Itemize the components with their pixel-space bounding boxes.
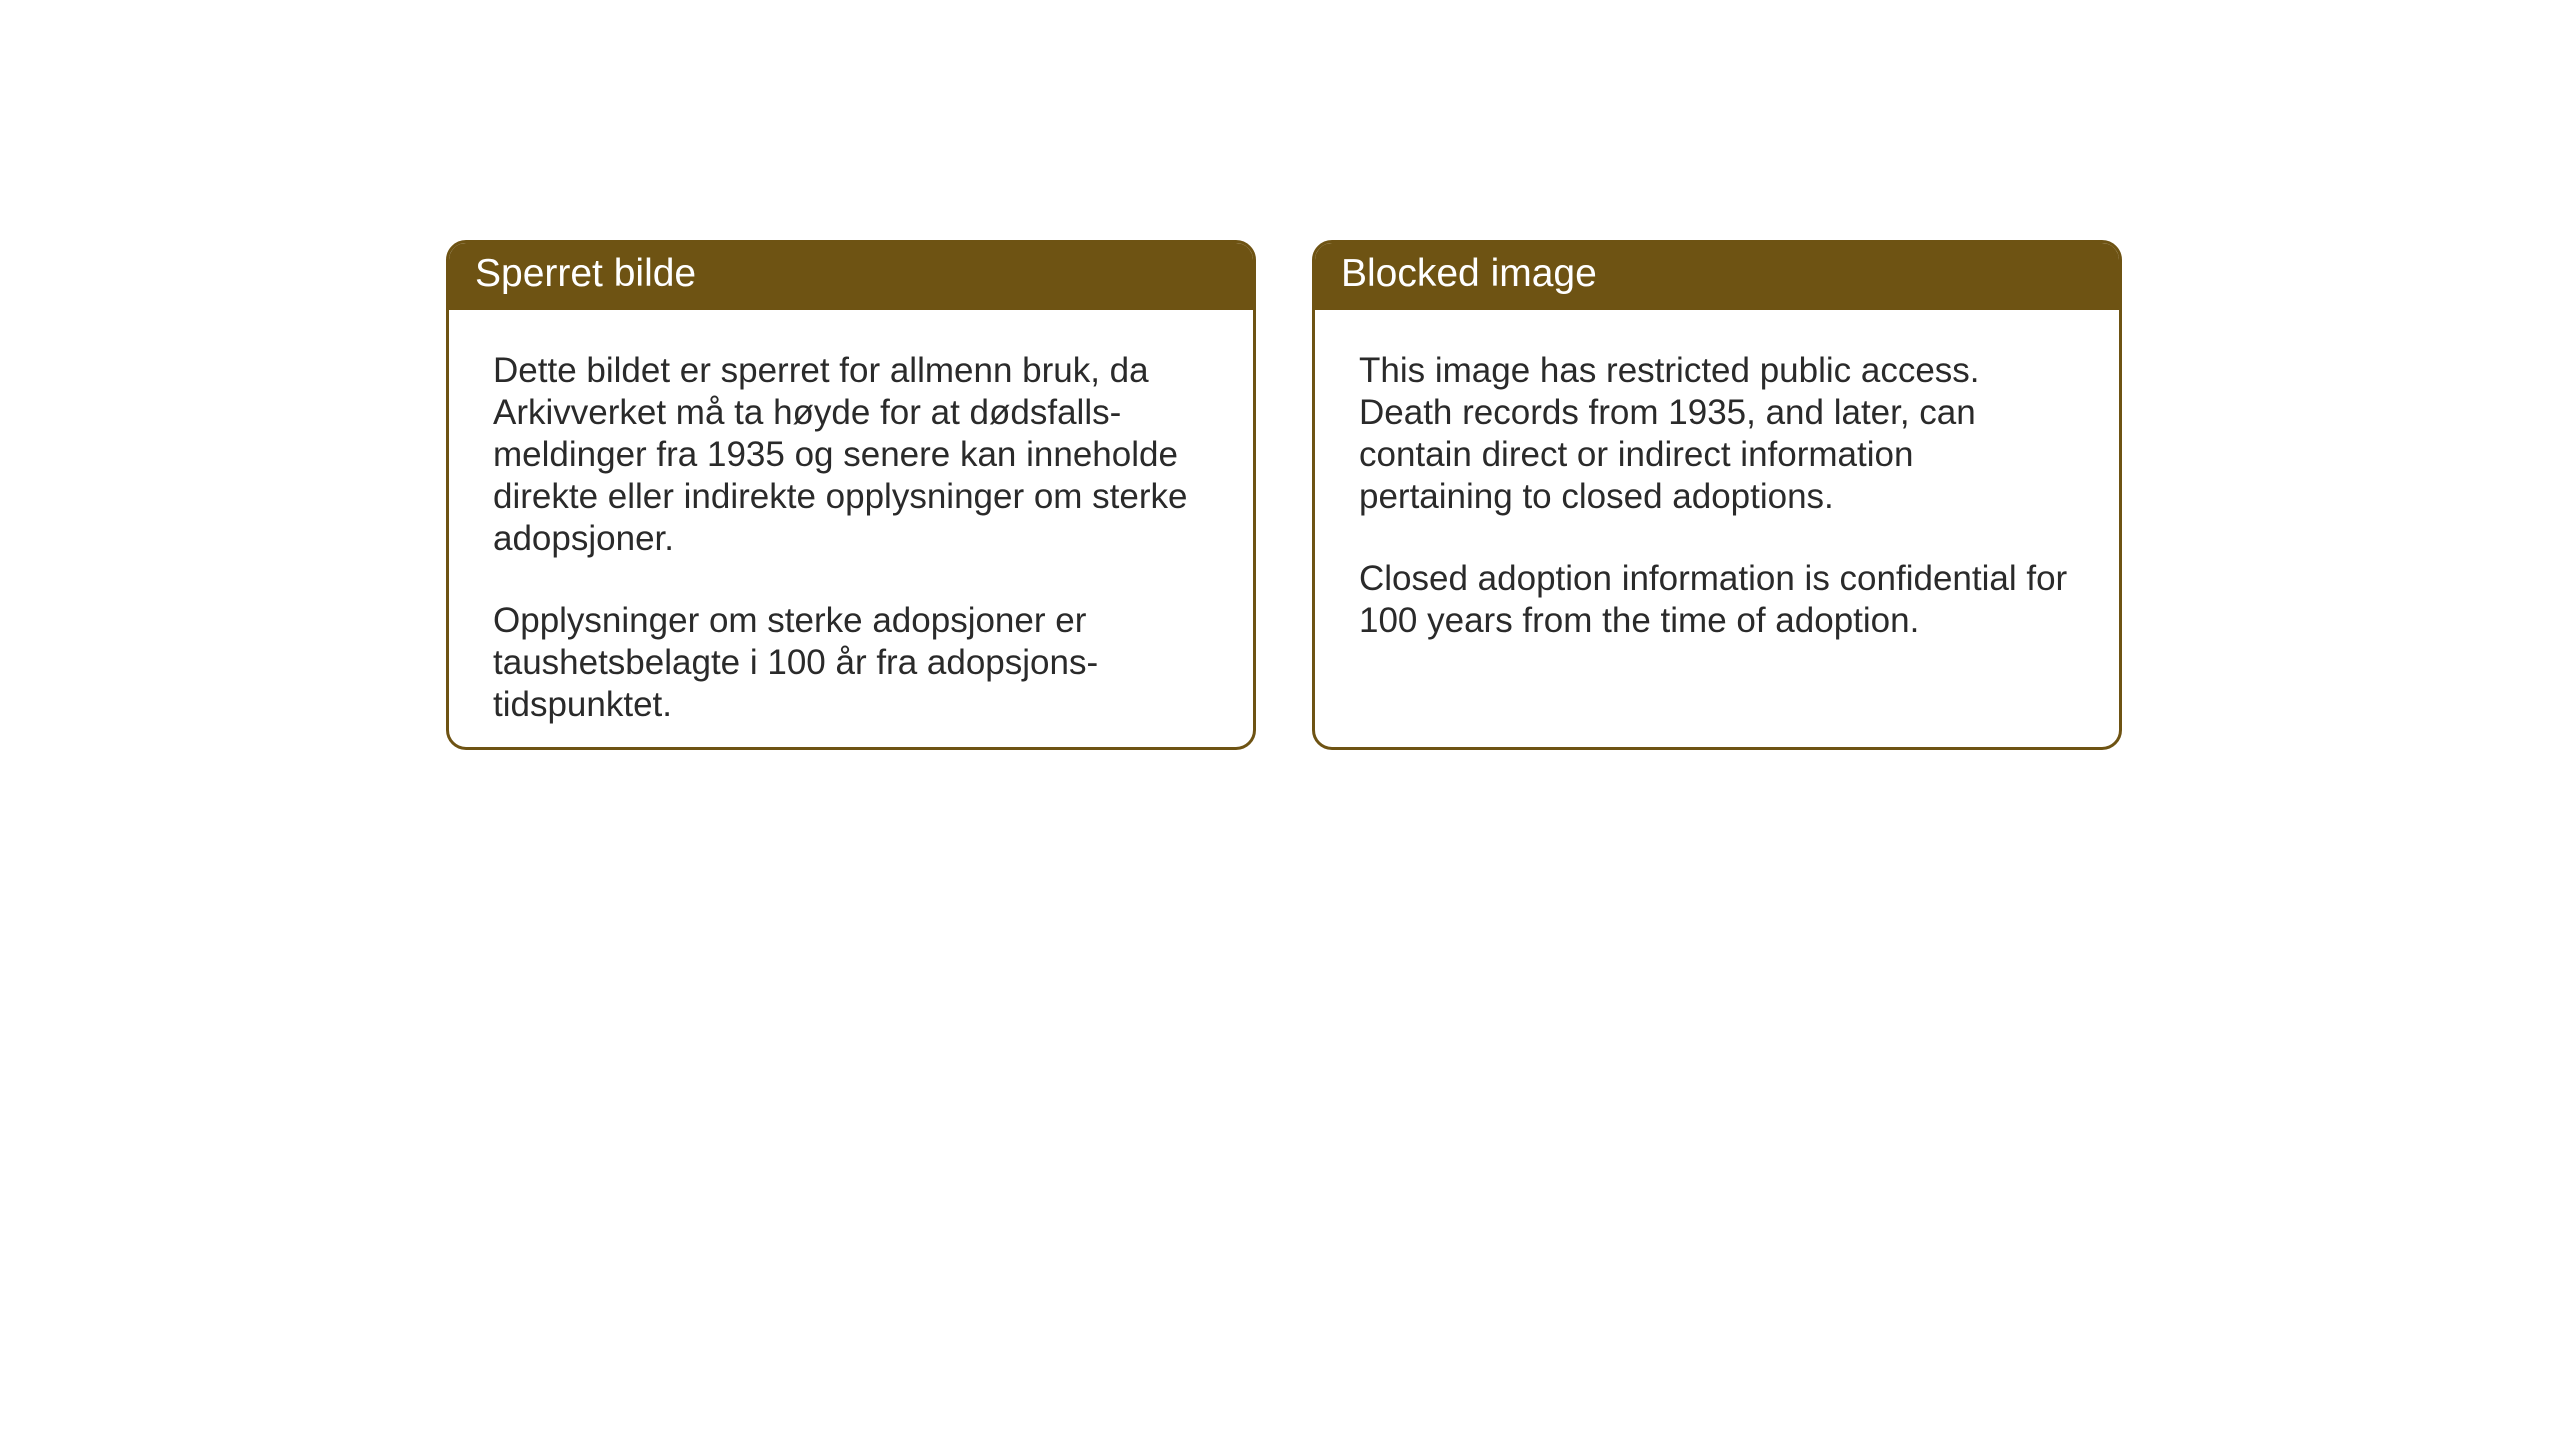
norwegian-paragraph-1: Dette bildet er sperret for allmenn bruk… <box>493 350 1209 560</box>
english-notice-card: Blocked image This image has restricted … <box>1312 240 2122 750</box>
notice-container: Sperret bilde Dette bildet er sperret fo… <box>446 240 2122 750</box>
english-card-body: This image has restricted public access.… <box>1315 310 2119 682</box>
norwegian-card-title: Sperret bilde <box>449 243 1253 310</box>
english-paragraph-1: This image has restricted public access.… <box>1359 350 2075 518</box>
norwegian-paragraph-2: Opplysninger om sterke adopsjoner er tau… <box>493 600 1209 726</box>
norwegian-notice-card: Sperret bilde Dette bildet er sperret fo… <box>446 240 1256 750</box>
norwegian-card-body: Dette bildet er sperret for allmenn bruk… <box>449 310 1253 750</box>
english-card-title: Blocked image <box>1315 243 2119 310</box>
english-paragraph-2: Closed adoption information is confident… <box>1359 558 2075 642</box>
